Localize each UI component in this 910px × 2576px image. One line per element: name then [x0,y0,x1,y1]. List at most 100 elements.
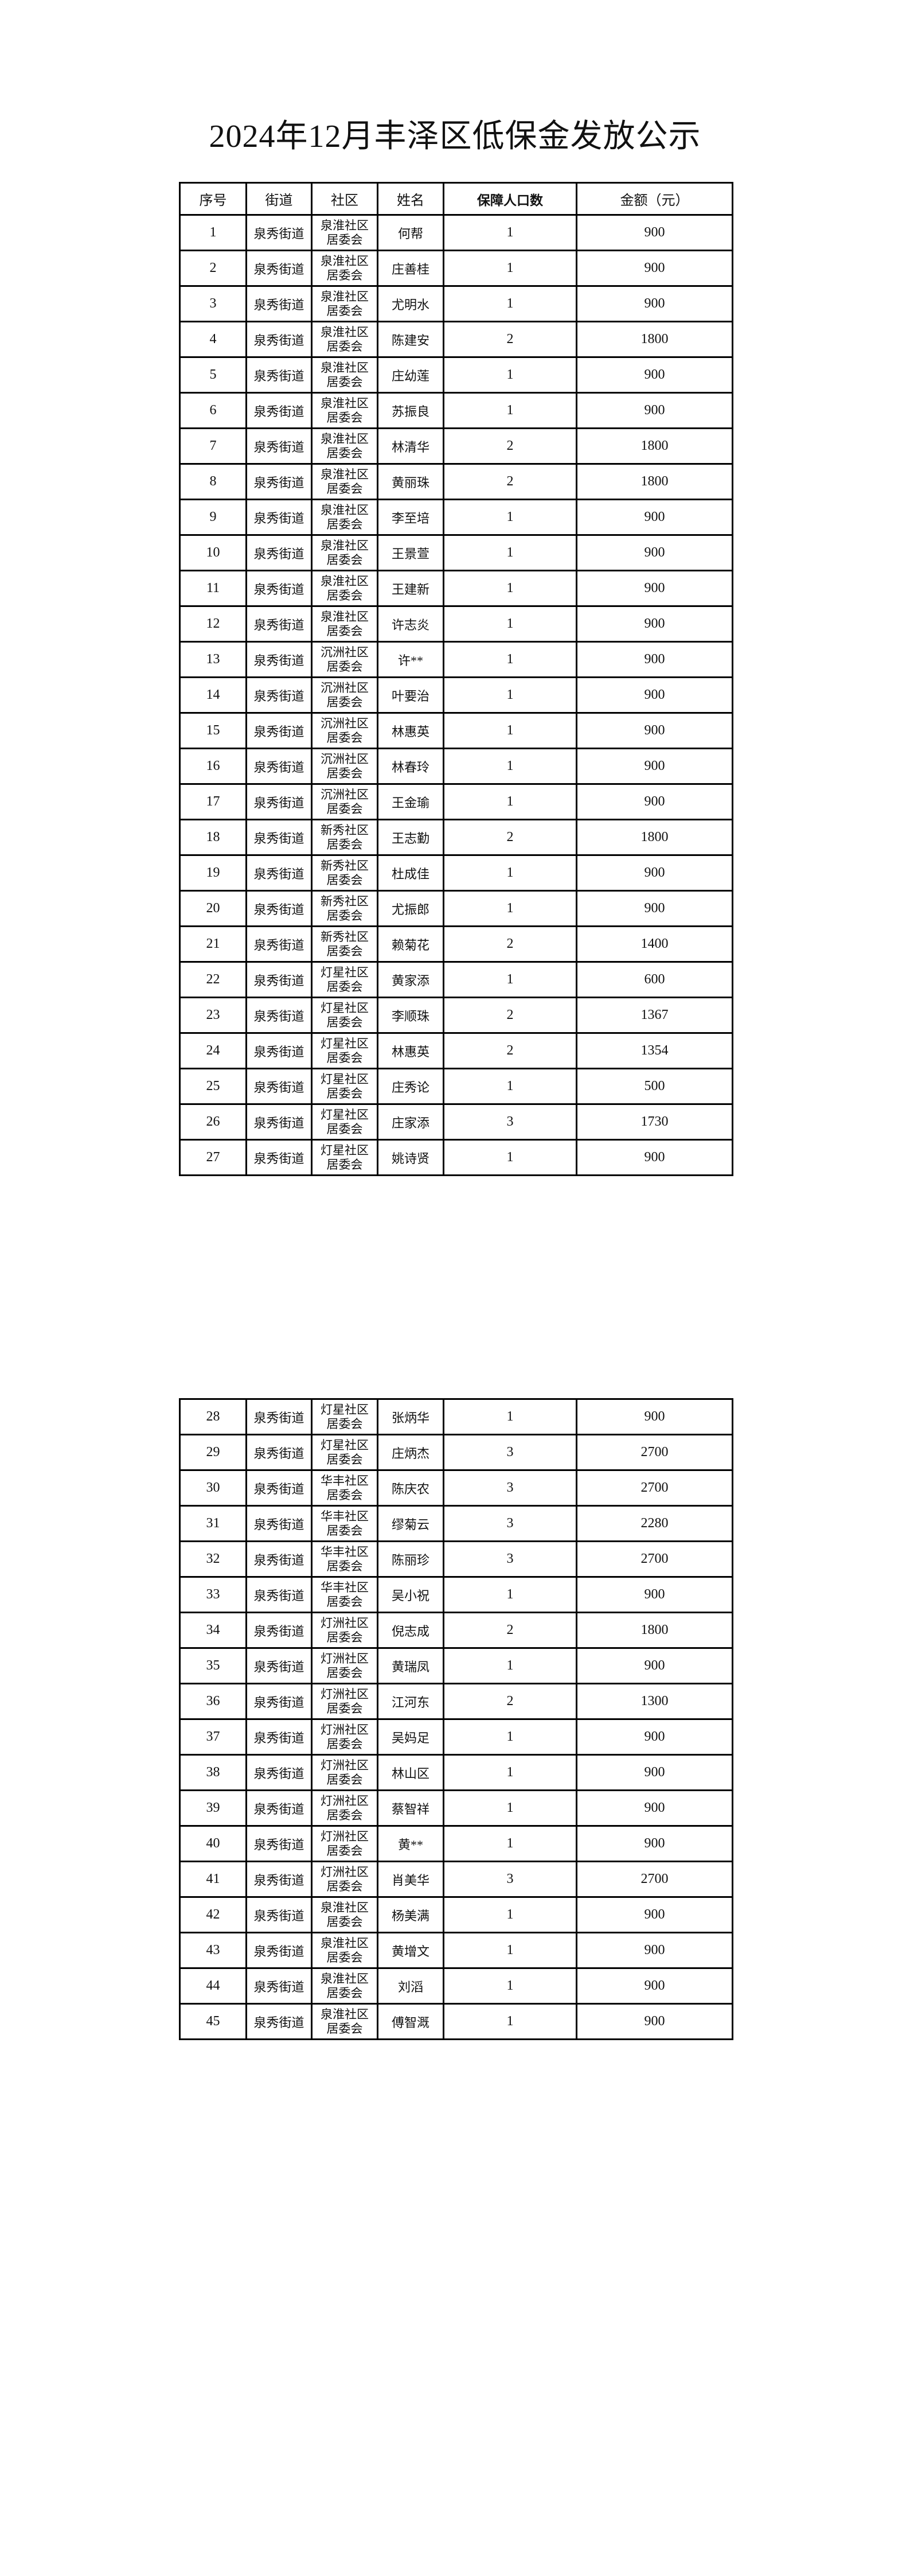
amount-cell: 900 [576,1967,733,2005]
community-cell: 灯洲社区 居委会 [311,1612,378,1649]
community-cell: 灯洲社区 居委会 [311,1861,378,1898]
street-cell: 泉秀街道 [245,570,313,607]
street-cell-text: 泉秀街道 [253,1837,304,1852]
community-cell: 新秀社区 居委会 [311,925,378,963]
community-cell-text: 泉淮社区 [321,289,369,303]
population-cell-text: 1 [506,545,514,560]
street-cell: 泉秀街道 [245,463,313,500]
serial-cell: 18 [179,819,247,856]
name-cell-text: 李至培 [391,511,429,526]
community-cell-text: 泉淮社区 [321,609,369,624]
street-cell: 泉秀街道 [245,712,313,749]
street-cell: 泉秀街道 [245,925,313,963]
name-cell-text: 黄瑞凤 [391,1659,429,1674]
street-cell: 泉秀街道 [245,427,313,465]
community-cell-text: 居委会 [326,375,363,389]
amount-cell: 900 [576,1896,733,1933]
population-cell: 1 [443,250,577,287]
street-cell-text: 泉秀街道 [253,475,304,490]
street-cell: 泉秀街道 [245,1683,313,1720]
population-cell-text: 1 [506,1587,514,1602]
amount-cell: 900 [576,1789,733,1827]
name-cell-text: 杨美满 [391,1908,429,1923]
street-cell: 泉秀街道 [245,1647,313,1684]
street-cell-text: 泉秀街道 [253,617,304,632]
street-cell-text: 泉秀街道 [253,1979,304,1994]
amount-cell: 900 [576,392,733,429]
amount-cell-text: 1800 [640,474,669,489]
name-cell-text: 陈丽珍 [391,1552,429,1567]
table-row: 41 泉秀街道 灯洲社区 居委会 肖美华 3 2700 [179,1861,733,1898]
population-cell: 1 [443,890,577,927]
serial-cell-text: 34 [206,1622,220,1637]
amount-cell: 900 [576,890,733,927]
name-cell: 王建新 [377,570,444,607]
name-cell-text: 杜成佳 [391,866,429,881]
community-cell-text: 居委会 [326,695,363,709]
population-cell-text: 3 [506,1480,514,1495]
population-cell-text: 1 [506,225,514,240]
amount-cell: 2280 [576,1505,733,1542]
community-cell: 泉淮社区 居委会 [311,499,378,536]
street-cell: 泉秀街道 [245,534,313,571]
population-cell-text: 1 [506,865,514,880]
community-cell-text: 居委会 [326,1986,363,2000]
serial-cell: 25 [179,1068,247,1105]
community-cell-text: 沉洲社区 [321,752,369,766]
community-cell-text: 居委会 [326,410,363,425]
table-row: 44 泉秀街道 泉淮社区 居委会 刘滔 1 900 [179,1967,733,2005]
table-row: 7 泉秀街道 泉淮社区 居委会 林清华 2 1800 [179,427,733,465]
community-cell-text: 居委会 [326,1417,363,1431]
name-cell: 王金瑜 [377,783,444,820]
community-cell: 泉淮社区 居委会 [311,214,378,251]
serial-cell: 36 [179,1683,247,1720]
street-cell: 泉秀街道 [245,321,313,358]
name-cell-text: 林惠英 [391,1044,429,1059]
population-cell-text: 1 [506,403,514,418]
amount-cell-text: 1800 [640,1622,669,1637]
population-cell-text: 2 [506,1694,514,1709]
amount-cell-text: 900 [644,616,665,631]
population-cell: 2 [443,819,577,856]
amount-cell-text: 900 [644,581,665,596]
community-cell: 泉淮社区 居委会 [311,427,378,465]
population-cell: 1 [443,854,577,892]
street-cell-text: 泉秀街道 [253,937,304,952]
population-cell-text: 2 [506,1043,514,1058]
community-cell: 华丰社区 居委会 [311,1540,378,1578]
amount-cell: 900 [576,534,733,571]
name-cell-text: 庄家添 [391,1115,429,1130]
amount-cell-text: 900 [644,1409,665,1424]
population-cell-text: 3 [506,1551,514,1566]
table-row: 36 泉秀街道 灯洲社区 居委会 江河东 2 1300 [179,1683,733,1720]
allowance-table-page-2: 28 泉秀街道 灯星社区 居委会 张炳华 1 900 29 泉秀街道 灯星社区 居委会 庄炳杰 3 270… [179,1398,733,2040]
population-cell: 1 [443,961,577,998]
table-row: 3 泉秀街道 泉淮社区 居委会 尤明水 1 900 [179,285,733,322]
amount-cell-text: 900 [644,545,665,560]
community-cell-text: 华丰社区 [321,1580,369,1594]
serial-cell: 21 [179,925,247,963]
serial-cell: 41 [179,1861,247,1898]
serial-cell-text: 6 [209,403,217,418]
community-cell-text: 居委会 [326,1050,363,1065]
serial-cell-text: 27 [206,1150,220,1165]
community-cell-text: 泉淮社区 [321,538,369,552]
community-cell: 灯星社区 居委会 [311,1398,378,1435]
community-cell-text: 居委会 [326,1950,363,1964]
population-cell: 1 [443,1967,577,2005]
population-cell: 1 [443,285,577,322]
street-cell: 泉秀街道 [245,1434,313,1471]
community-cell-text: 居委会 [326,1015,363,1029]
serial-cell-text: 21 [206,936,220,951]
community-cell: 华丰社区 居委会 [311,1576,378,1613]
community-cell-text: 泉淮社区 [321,1971,369,1986]
name-cell: 尤振郎 [377,890,444,927]
serial-cell: 19 [179,854,247,892]
amount-cell: 1800 [576,819,733,856]
table-row: 38 泉秀街道 灯洲社区 居委会 林山区 1 900 [179,1754,733,1791]
amount-cell-text: 1300 [640,1694,669,1709]
table-row: 4 泉秀街道 泉淮社区 居委会 陈建安 2 1800 [179,321,733,358]
community-cell-text: 居委会 [326,1630,363,1644]
name-cell: 赖菊花 [377,925,444,963]
street-cell: 泉秀街道 [245,1398,313,1435]
